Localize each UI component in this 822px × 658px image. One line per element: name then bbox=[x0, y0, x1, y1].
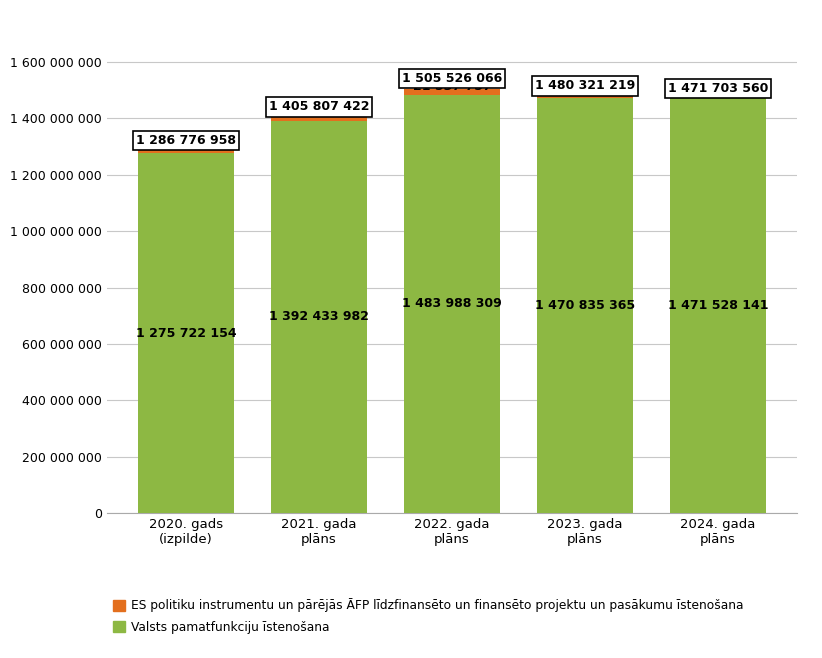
Legend: ES politiku instrumentu un pārējās ĀFP līdzfinansēto un finansēto projektu un pa: ES politiku instrumentu un pārējās ĀFP l… bbox=[113, 598, 744, 634]
Text: 21 537 757: 21 537 757 bbox=[413, 80, 492, 93]
Text: 1 470 835 365: 1 470 835 365 bbox=[535, 299, 635, 313]
Text: 1 471 528 141: 1 471 528 141 bbox=[667, 299, 769, 313]
Bar bbox=[538, 99, 633, 513]
Bar bbox=[138, 151, 234, 153]
Text: 1 405 807 422: 1 405 807 422 bbox=[269, 101, 369, 113]
Bar bbox=[670, 98, 766, 513]
Bar bbox=[404, 95, 500, 513]
Text: 1 505 526 066: 1 505 526 066 bbox=[402, 72, 502, 86]
Bar bbox=[271, 120, 367, 513]
Bar bbox=[271, 117, 367, 120]
Text: 1 471 703 560: 1 471 703 560 bbox=[668, 82, 769, 95]
Text: 11 054 804: 11 054 804 bbox=[147, 139, 225, 152]
Text: 1 275 722 154: 1 275 722 154 bbox=[136, 327, 237, 340]
Text: 13 373 440: 13 373 440 bbox=[280, 106, 358, 119]
Text: 1 483 988 309: 1 483 988 309 bbox=[402, 297, 502, 311]
Text: 1 480 321 219: 1 480 321 219 bbox=[535, 80, 635, 92]
Bar bbox=[404, 89, 500, 95]
Text: 175 419: 175 419 bbox=[690, 84, 746, 97]
Bar bbox=[538, 96, 633, 99]
Text: 9 485 854: 9 485 854 bbox=[550, 84, 620, 97]
Text: 1 286 776 958: 1 286 776 958 bbox=[136, 134, 236, 147]
Bar bbox=[138, 153, 234, 513]
Text: 1 392 433 982: 1 392 433 982 bbox=[269, 311, 369, 323]
